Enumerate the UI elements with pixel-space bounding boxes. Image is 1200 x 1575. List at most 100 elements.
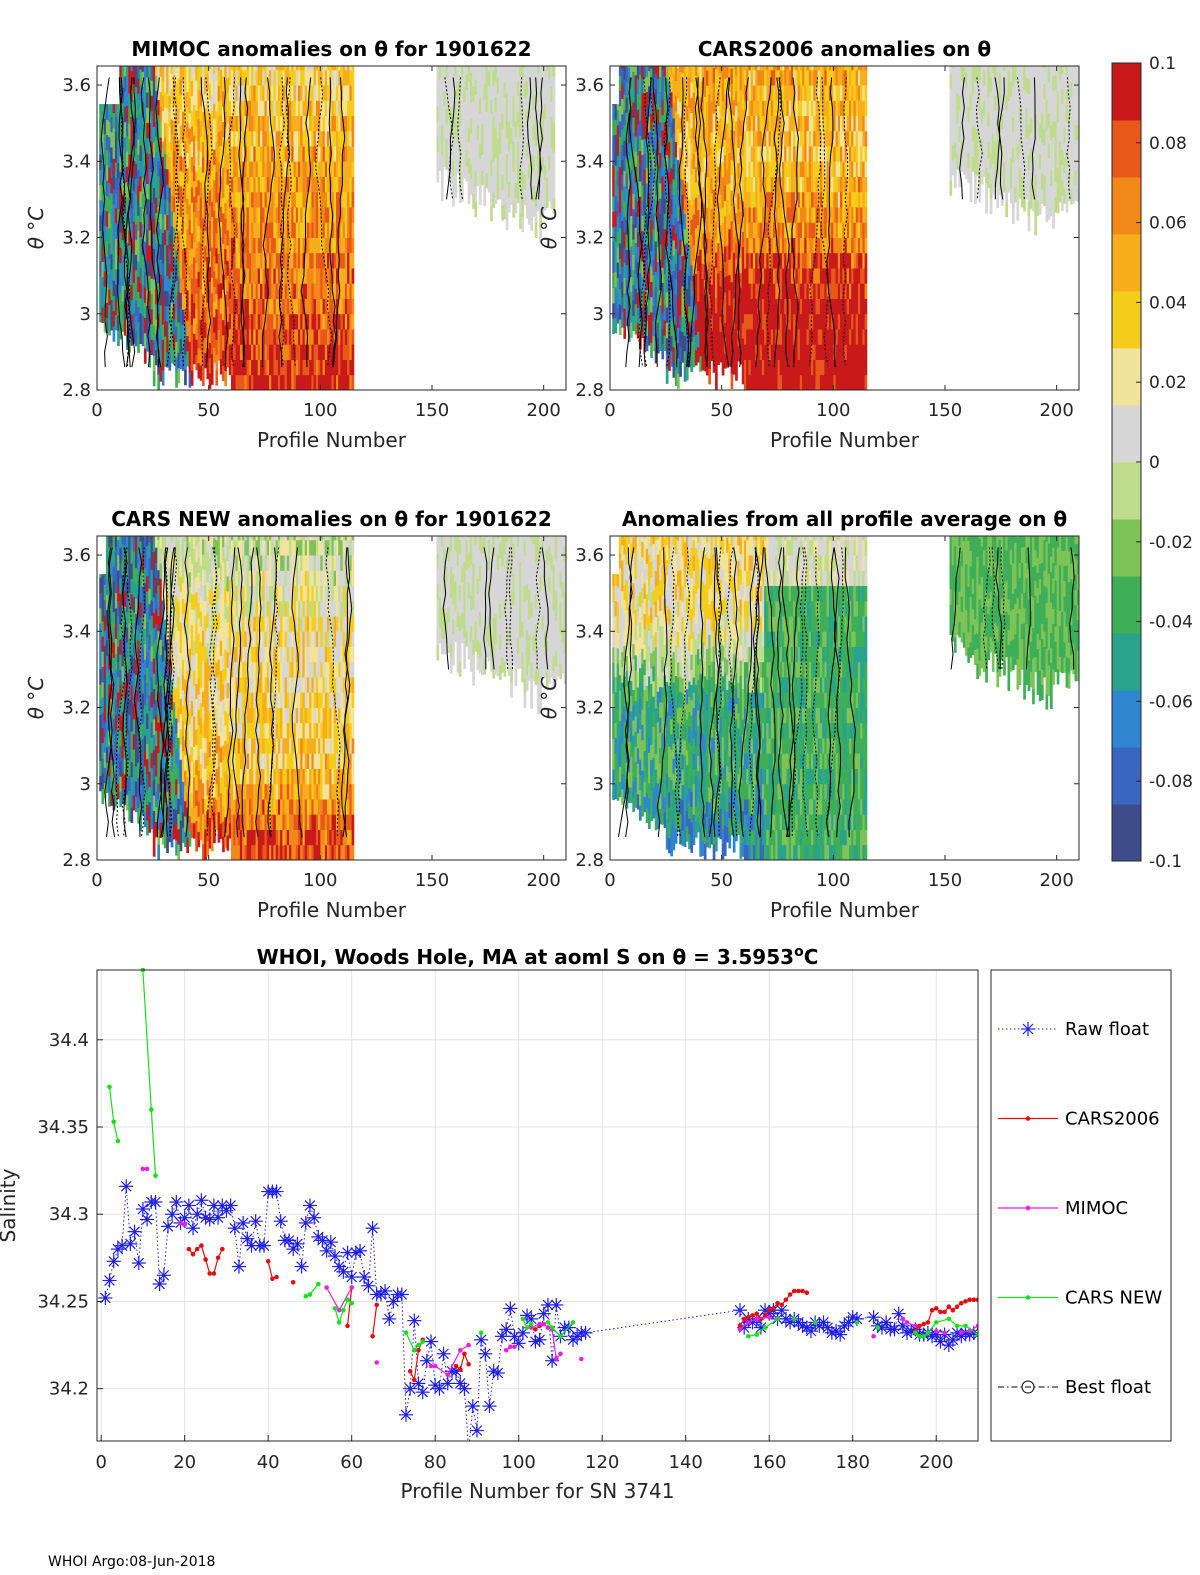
heatmap-cell	[340, 268, 344, 284]
heatmap-cell	[146, 66, 149, 78]
heatmap-cell	[204, 245, 207, 262]
heatmap-cell	[639, 66, 642, 75]
heatmap-cell	[217, 222, 221, 239]
heatmap-cell	[770, 100, 774, 116]
heatmap-cell	[141, 178, 145, 194]
heatmap-cell	[275, 222, 279, 238]
heatmap-cell	[302, 100, 306, 116]
heatmap-cell	[181, 141, 185, 158]
heatmap-cell	[732, 237, 736, 253]
heatmap-cell	[621, 68, 624, 84]
heatmap-cell	[793, 191, 796, 208]
heatmap-cell	[137, 245, 140, 262]
heatmap-cell	[195, 66, 198, 81]
heatmap-cell	[190, 80, 194, 97]
heatmap-cell	[634, 212, 638, 228]
heatmap-cell	[737, 223, 740, 240]
heatmap-cell	[719, 255, 723, 271]
heatmap-cell	[777, 329, 781, 345]
heatmap-cell	[777, 283, 781, 299]
heatmap-cell	[797, 146, 801, 162]
heatmap-cell	[114, 207, 118, 224]
heatmap-cell	[119, 262, 122, 279]
heatmap-cell	[548, 185, 551, 202]
heatmap-cell	[828, 115, 832, 132]
heatmap-cell	[184, 217, 187, 233]
heatmap-cell	[808, 329, 812, 345]
heatmap-cell	[692, 153, 696, 170]
heatmap-cell	[537, 195, 540, 212]
heatmap-cell	[266, 85, 270, 101]
heatmap-cell	[155, 349, 158, 366]
heatmap-cell	[694, 273, 698, 290]
heatmap-cell	[712, 311, 716, 327]
heatmap-cell	[306, 268, 310, 284]
heatmap-cell	[141, 132, 145, 148]
heatmap-cell	[159, 305, 163, 321]
heatmap-cell	[181, 248, 185, 264]
heatmap-cell	[623, 308, 627, 324]
heatmap-cell	[329, 237, 332, 254]
heatmap-cell	[275, 283, 279, 299]
heatmap-cell	[690, 97, 694, 113]
heatmap-cell	[494, 81, 498, 97]
heatmap-cell	[228, 328, 232, 345]
heatmap-cell	[748, 222, 752, 238]
heatmap-cell	[222, 66, 225, 77]
heatmap-cell	[788, 69, 792, 86]
heatmap-cell	[266, 329, 270, 345]
heatmap-cell	[692, 92, 696, 109]
heatmap-cell	[828, 359, 832, 376]
heatmap-cell	[445, 66, 449, 79]
heatmap-cell	[616, 170, 620, 187]
heatmap-cell	[110, 223, 114, 239]
heatmap-cell	[804, 161, 807, 177]
heatmap-cell	[291, 313, 294, 330]
heatmap-cell	[309, 298, 312, 315]
heatmap-cell	[237, 85, 241, 101]
heatmap-cell	[541, 125, 545, 142]
heatmap-cell	[833, 237, 836, 254]
heatmap-cell	[208, 357, 212, 374]
heatmap-cell	[190, 339, 194, 356]
heatmap-cell	[485, 111, 489, 128]
heatmap-cell	[206, 302, 210, 319]
heatmap-cell	[157, 297, 160, 314]
heatmap-cell	[253, 283, 256, 299]
heatmap-cell	[481, 139, 484, 155]
heatmap-cell	[275, 359, 279, 376]
heatmap-cell	[277, 100, 281, 116]
heatmap-cell	[121, 300, 125, 317]
heatmap-cell	[237, 283, 241, 299]
heatmap-cell	[784, 69, 787, 86]
heatmap-cell	[157, 66, 160, 70]
heatmap-cell	[775, 359, 778, 376]
heatmap-cell	[304, 176, 308, 193]
heatmap-cell	[496, 123, 500, 139]
heatmap-cell	[456, 66, 460, 82]
heatmap-cell	[757, 100, 761, 116]
heatmap-cell	[775, 66, 778, 71]
heatmap-cell	[782, 374, 785, 391]
heatmap-cell	[257, 146, 261, 162]
heatmap-cell	[306, 66, 310, 71]
heatmap-cell	[715, 252, 718, 268]
heatmap-cell	[679, 66, 682, 72]
heatmap-cell	[123, 76, 127, 92]
heatmap-cell	[744, 207, 747, 223]
heatmap-cell	[336, 222, 339, 238]
heatmap-cell	[799, 313, 803, 330]
heatmap-cell	[478, 112, 482, 129]
heatmap-cell	[746, 100, 749, 116]
heatmap-cell	[121, 209, 125, 225]
heatmap-cell	[199, 90, 203, 107]
heatmap-cell	[298, 268, 301, 284]
heatmap-cell	[670, 137, 673, 154]
heatmap-cell	[732, 328, 736, 345]
heatmap-cell	[315, 176, 319, 193]
heatmap-cell	[525, 126, 529, 142]
heatmap-cell	[761, 344, 765, 360]
heatmap-cell	[668, 157, 671, 173]
heatmap-cell	[817, 191, 821, 208]
heatmap-cell	[512, 202, 516, 218]
